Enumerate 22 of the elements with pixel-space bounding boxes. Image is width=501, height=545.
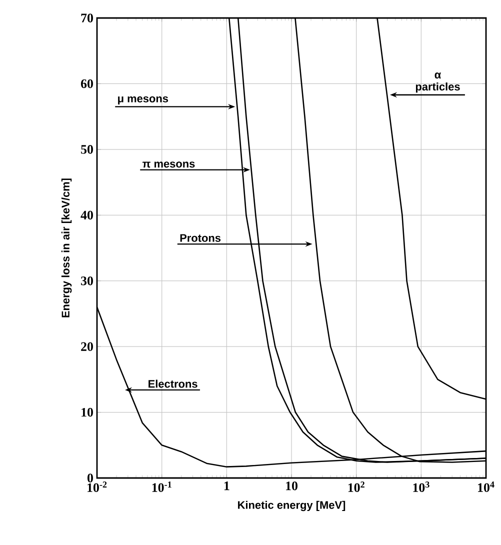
y-tick-label: 50 — [81, 145, 93, 154]
annotation: π mesons — [142, 162, 195, 168]
y-tick-label: 10 — [82, 408, 93, 417]
y-tick-label: 0 — [88, 474, 93, 482]
y-tick-label: 30 — [81, 276, 93, 286]
y-tick-label: 70 — [81, 14, 93, 22]
x-tick-label: 10$^{3}$ — [413, 482, 430, 492]
annotation: α particles — [416, 72, 460, 93]
annotation: μ mesons — [118, 96, 168, 105]
annotation: Electrons — [148, 380, 198, 388]
y-tick-label: 60 — [80, 79, 93, 88]
x-tick-label: 10$^{-1}$ — [152, 482, 172, 492]
x-tick-label: 1 — [224, 482, 230, 490]
x-tick-label: 10$^{2}$ — [348, 482, 364, 492]
x-tick-label: 10$^{-2}$ — [88, 482, 107, 492]
x-axis-title: Kinetic energy [MeV] — [238, 500, 346, 512]
y-tick-label: 20 — [81, 342, 93, 351]
y-axis-title: Energy loss in air [keV/cm] — [61, 178, 72, 318]
annotation: Protons — [180, 234, 221, 242]
x-tick-label: 10 — [286, 482, 298, 490]
x-tick-label: 10$^{4}$ — [478, 482, 494, 492]
y-tick-label: 40 — [80, 210, 93, 220]
